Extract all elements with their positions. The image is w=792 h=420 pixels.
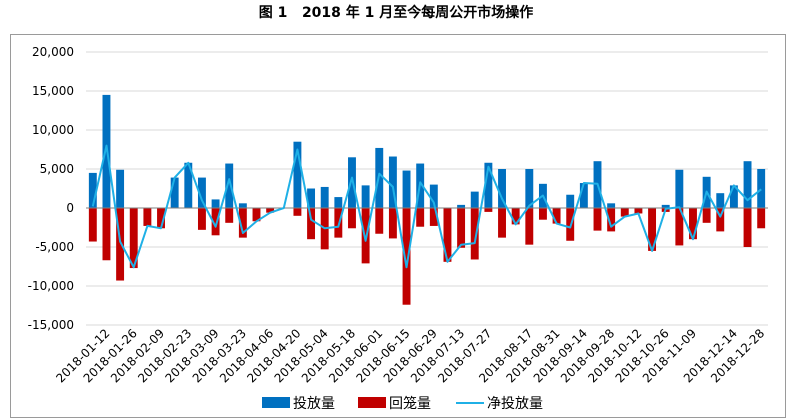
injection-bar [293,141,302,208]
maturity-bar [511,208,520,225]
legend-swatch [358,397,386,408]
legend-swatch [262,397,290,408]
maturity-bar [443,208,452,262]
injection-bar [716,193,725,208]
maturity-bar [675,208,684,246]
injection-bar [402,170,411,208]
maturity-bar [607,208,616,232]
figure-title: 图 1 2018 年 1 月至今每周公开市场操作 [258,5,534,21]
injection-bar [743,161,752,208]
maturity-bar [429,208,438,226]
maturity-bar [457,208,466,248]
maturity-bar [102,208,111,261]
injection-bar [225,163,234,208]
maturity-bar [620,208,629,217]
maturity-bar [498,208,506,238]
injection-bar [729,185,738,208]
injection-bar [184,162,193,208]
injection-bar [457,204,466,208]
maturity-bar [334,208,343,238]
maturity-bar [416,208,425,227]
injection-bar [116,169,125,208]
maturity-bar [88,208,97,242]
injection-bar [334,197,343,208]
maturity-bar [525,208,534,245]
net-line [91,144,762,269]
bars [88,94,766,305]
grid-lines [86,51,768,326]
maturity-bar [307,208,316,240]
maturity-bar [648,208,657,251]
maturity-bar [266,208,275,213]
maturity-bar [538,208,547,220]
x-axis-ticks: 2018-01-122018-01-262018-02-092018-02-23… [53,326,767,385]
maturity-bar [552,208,561,224]
injection-bar [197,177,206,208]
maturity-bar [716,208,725,232]
maturity-bar [388,208,397,239]
maturity-bar [129,208,138,269]
maturity-bar [157,208,165,229]
maturity-bar [743,208,752,247]
maturity-bar [375,208,384,234]
y-tick-label: -10,000 [28,279,74,293]
injection-bar [607,203,616,208]
injection-bar [238,203,247,208]
injection-bar [566,194,575,208]
y-tick-label: 10,000 [32,123,74,137]
y-tick-label: 15,000 [32,84,74,98]
maturity-bar [702,208,711,223]
y-axis-ticks: -15,000 -10,000 -5,000 0 5,000 10,000 15,000 20… [28,45,74,332]
y-tick-label: -5,000 [35,240,74,254]
maturity-bar [116,208,125,281]
maturity-bar [211,208,220,236]
y-tick-label: 20,000 [32,45,74,59]
maturity-bar [143,208,152,226]
injection-bar [307,188,316,208]
maturity-bar [402,208,411,305]
injection-bar [170,177,179,208]
injection-bar [348,157,356,208]
maturity-bar [225,208,234,223]
maturity-bar [197,208,206,230]
injection-bar [320,186,329,208]
legend-label: 投放量 [293,396,335,412]
legend-label: 回笼量 [389,395,431,412]
injection-bar [388,156,397,208]
injection-bar [211,199,220,208]
legend: 投放量 回笼量 净投放量 [262,395,543,412]
y-tick-label: 0 [66,201,74,215]
y-tick-label: -15,000 [28,318,74,332]
maturity-bar [470,208,479,260]
maturity-bar [348,208,356,229]
maturity-bar [634,208,643,214]
y-tick-label: 5,000 [40,162,74,176]
maturity-bar [238,208,247,238]
injection-bar [675,169,684,208]
legend-label: 净投放量 [487,396,543,412]
injection-bar [757,169,766,208]
injection-bar [661,204,670,208]
maturity-bar [252,208,261,222]
maturity-bar [361,208,370,264]
maturity-bar [757,208,766,229]
maturity-bar [689,208,697,240]
chart-frame [10,34,786,418]
injection-bar [498,169,506,208]
injection-bar [470,191,479,208]
injection-bar [484,162,493,208]
injection-bar [361,185,370,208]
maturity-bar [293,208,302,216]
maturity-bar [484,208,493,212]
injection-bar [88,172,97,208]
injection-bar [579,183,588,208]
injection-bar [429,184,438,208]
maturity-bar [593,208,602,231]
injection-bar [525,169,534,208]
net-injection-line [91,144,762,269]
